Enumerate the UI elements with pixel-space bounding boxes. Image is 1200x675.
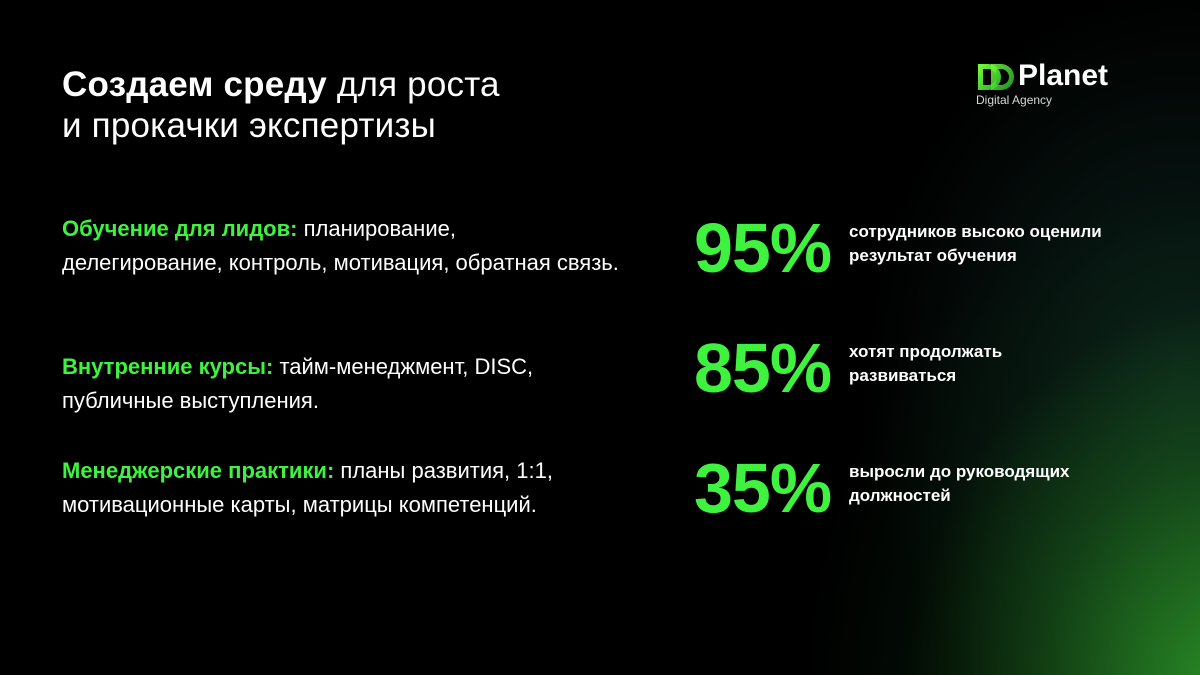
stat-line2: должностей: [849, 486, 951, 505]
item-text: планирование, делегирование, контроль, м…: [62, 216, 619, 275]
stat-line1: выросли до руководящих: [849, 462, 1070, 481]
item-heading: Обучение для лидов:: [62, 216, 298, 241]
page-title: Создаем среду для роста и прокачки экспе…: [62, 64, 500, 146]
dd-logo-icon: [978, 64, 1014, 90]
stat-line2: результат обучения: [849, 246, 1017, 265]
stat-line1: хотят продолжать: [849, 342, 1003, 361]
logo-subtitle: Digital Agency: [976, 93, 1053, 107]
title-bold: Создаем среду: [62, 65, 327, 104]
item-internal-courses: Внутренние курсы: тайм-менеджмент, DISC,…: [62, 350, 622, 418]
stat-description: хотят продолжать развиваться: [849, 340, 1169, 388]
item-heading: Внутренние курсы:: [62, 354, 274, 379]
planet-logo: Planet Digital Agency: [976, 59, 1146, 110]
title-rest: для роста: [336, 65, 500, 104]
stat-description: выросли до руководящих должностей: [849, 460, 1169, 508]
logo-name: Planet: [1018, 59, 1109, 92]
stat-description: сотрудников высоко оценили результат обу…: [849, 220, 1169, 268]
item-heading: Менеджерские практики:: [62, 458, 335, 483]
item-text: тайм-менеджмент, DISC, публичные выступл…: [62, 354, 534, 413]
item-management-practices: Менеджерские практики: планы развития, 1…: [62, 454, 622, 522]
title-line2: и прокачки экспертизы: [62, 106, 436, 145]
stat-line1: сотрудников высоко оценили: [849, 222, 1102, 241]
stat-value: 95%: [694, 209, 832, 287]
item-lead-training: Обучение для лидов: планирование, делеги…: [62, 212, 622, 280]
stat-value: 35%: [694, 449, 832, 527]
stat-line2: развиваться: [849, 366, 957, 385]
item-text: планы развития, 1:1, мотивационные карты…: [62, 458, 553, 517]
stat-value: 85%: [694, 329, 832, 407]
